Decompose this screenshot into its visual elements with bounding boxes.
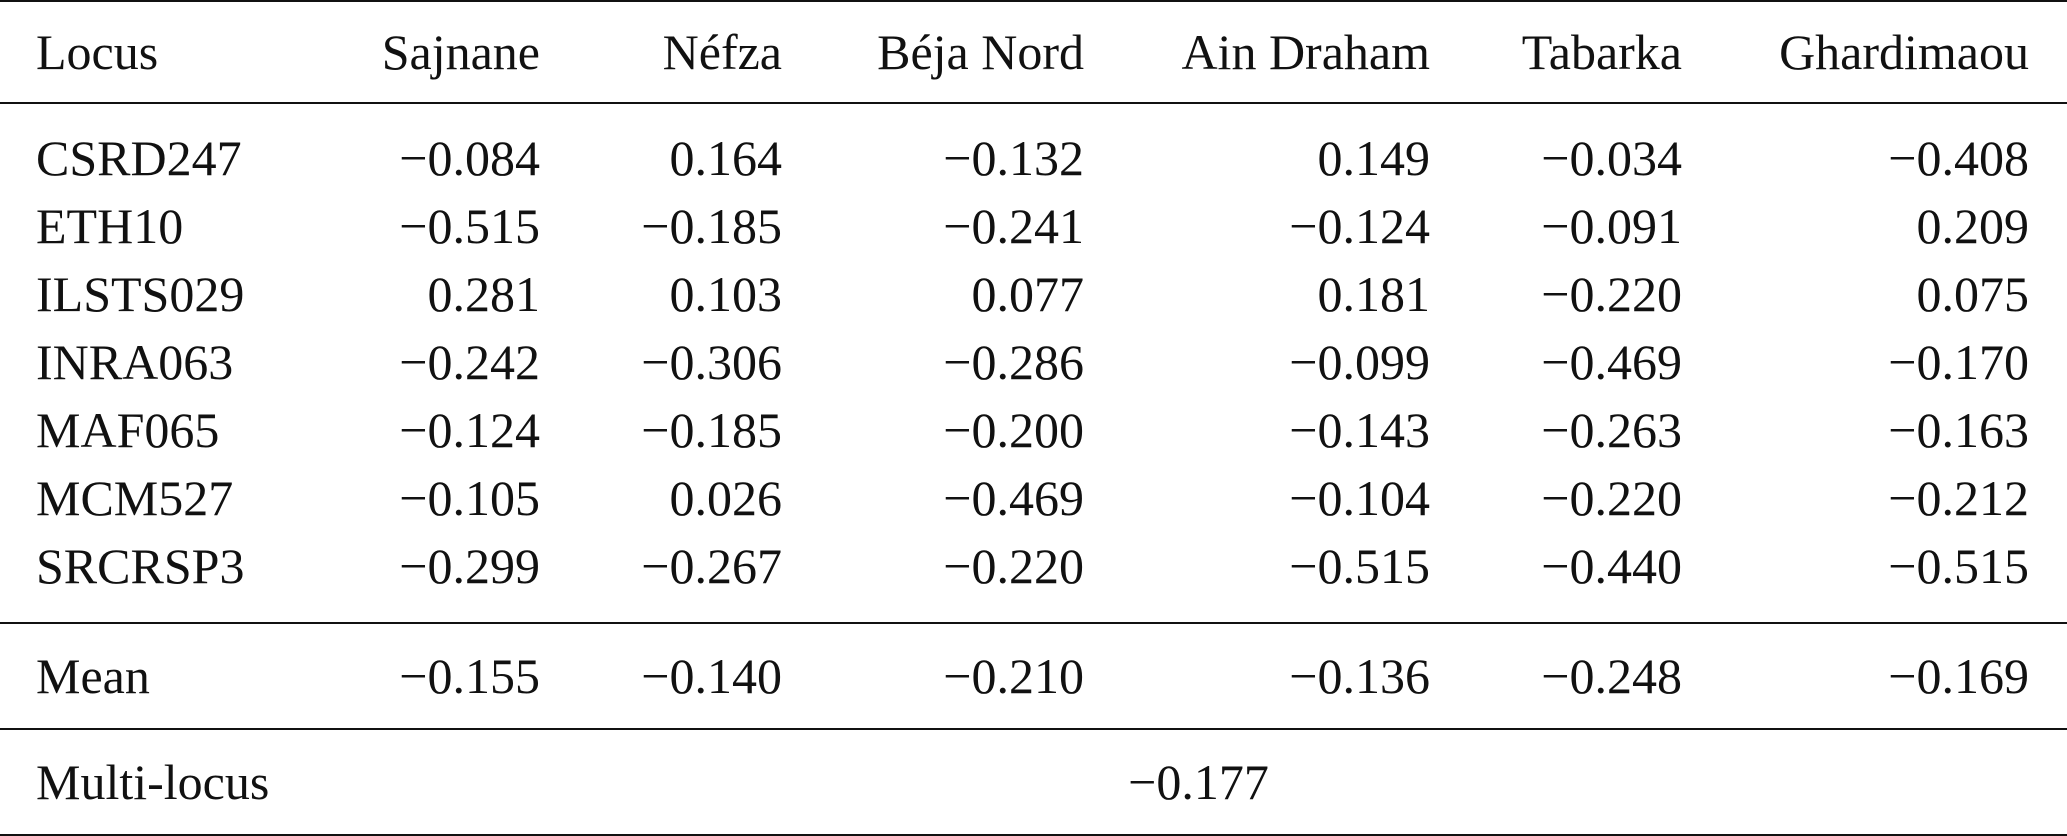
- value-cell: −0.515: [1888, 538, 2029, 594]
- locus-name: SRCRSP3: [36, 538, 245, 594]
- mean-value: −0.155: [330, 622, 540, 730]
- value-cell: −0.469: [943, 470, 1084, 526]
- locus-name: ILSTS029: [36, 266, 245, 322]
- value-cell: −0.220: [1541, 470, 1682, 526]
- value-cell: −0.241: [943, 198, 1084, 254]
- locus-name: MCM527: [36, 470, 234, 526]
- value-cell: 0.281: [427, 266, 541, 322]
- column-header-ghardimaou: Ghardimaou: [1682, 0, 2067, 104]
- value-cell: −0.099: [1289, 334, 1430, 390]
- locus-name: ETH10: [36, 198, 184, 254]
- value-cell: 0.077: [971, 266, 1085, 322]
- column-header-tabarka: Tabarka: [1430, 0, 1682, 104]
- column-header-sajnane: Sajnane: [330, 0, 540, 104]
- value-cell: −0.242: [399, 334, 540, 390]
- value-cell: −0.515: [399, 198, 540, 254]
- mean-value: −0.210: [782, 622, 1084, 730]
- value-cell: −0.408: [1888, 130, 2029, 186]
- value-cell: 0.075: [1916, 266, 2030, 322]
- mean-label: Mean: [0, 622, 330, 730]
- value-cell: −0.299: [399, 538, 540, 594]
- value-cell: −0.124: [1289, 198, 1430, 254]
- column-header-nefza: Néfza: [540, 0, 782, 104]
- value-cell: −0.034: [1541, 130, 1682, 186]
- value-cell: −0.124: [399, 402, 540, 458]
- value-cell: −0.143: [1289, 402, 1430, 458]
- value-cell: −0.220: [1541, 266, 1682, 322]
- value-cell: −0.212: [1888, 470, 2029, 526]
- column-header-ain-draham: Ain Draham: [1084, 0, 1430, 104]
- value-cell: 0.181: [1317, 266, 1431, 322]
- locus-name: INRA063: [36, 334, 234, 390]
- value-cell: 0.026: [669, 470, 783, 526]
- value-cell: −0.286: [943, 334, 1084, 390]
- header-row: Locus Sajnane Néfza Béja Nord Ain Draham…: [0, 0, 2067, 104]
- value-cell: −0.170: [1888, 334, 2029, 390]
- value-cell: −0.185: [641, 198, 782, 254]
- value-cell: −0.104: [1289, 470, 1430, 526]
- value-cell: −0.306: [641, 334, 782, 390]
- value-cell: −0.220: [943, 538, 1084, 594]
- table-row: SRCRSP3 −0.299 −0.267 −0.220 −0.515 −0.4…: [0, 532, 2067, 623]
- value-cell: −0.440: [1541, 538, 1682, 594]
- value-cell: −0.185: [641, 402, 782, 458]
- table-row: ETH10 −0.515 −0.185 −0.241 −0.124 −0.091…: [0, 192, 2067, 260]
- multilocus-value: −0.177: [330, 729, 2067, 836]
- table-row: INRA063 −0.242 −0.306 −0.286 −0.099 −0.4…: [0, 328, 2067, 396]
- mean-value: −0.140: [540, 622, 782, 730]
- value-cell: −0.084: [399, 130, 540, 186]
- multilocus-label: Multi-locus: [0, 729, 330, 836]
- column-header-locus: Locus: [0, 0, 330, 104]
- value-cell: −0.515: [1289, 538, 1430, 594]
- value-cell: 0.209: [1916, 198, 2030, 254]
- locus-name: CSRD247: [36, 130, 242, 186]
- value-cell: −0.267: [641, 538, 782, 594]
- value-cell: −0.105: [399, 470, 540, 526]
- table-row: MCM527 −0.105 0.026 −0.469 −0.104 −0.220…: [0, 464, 2067, 532]
- value-cell: 0.164: [669, 130, 783, 186]
- value-cell: −0.132: [943, 130, 1084, 186]
- column-header-beja-nord: Béja Nord: [782, 0, 1084, 104]
- value-cell: −0.200: [943, 402, 1084, 458]
- multilocus-row: Multi-locus −0.177: [0, 729, 2067, 836]
- value-cell: −0.469: [1541, 334, 1682, 390]
- locus-name: MAF065: [36, 402, 220, 458]
- mean-value: −0.248: [1430, 622, 1682, 730]
- table-row: CSRD247 −0.084 0.164 −0.132 0.149 −0.034…: [0, 103, 2067, 192]
- value-cell: 0.103: [669, 266, 783, 322]
- table-row: MAF065 −0.124 −0.185 −0.200 −0.143 −0.26…: [0, 396, 2067, 464]
- value-cell: −0.091: [1541, 198, 1682, 254]
- mean-row: Mean −0.155 −0.140 −0.210 −0.136 −0.248 …: [0, 622, 2067, 730]
- value-cell: 0.149: [1317, 130, 1431, 186]
- mean-value: −0.169: [1682, 622, 2067, 730]
- value-cell: −0.263: [1541, 402, 1682, 458]
- mean-value: −0.136: [1084, 622, 1430, 730]
- table-row: ILSTS029 0.281 0.103 0.077 0.181 −0.220 …: [0, 260, 2067, 328]
- value-cell: −0.163: [1888, 402, 2029, 458]
